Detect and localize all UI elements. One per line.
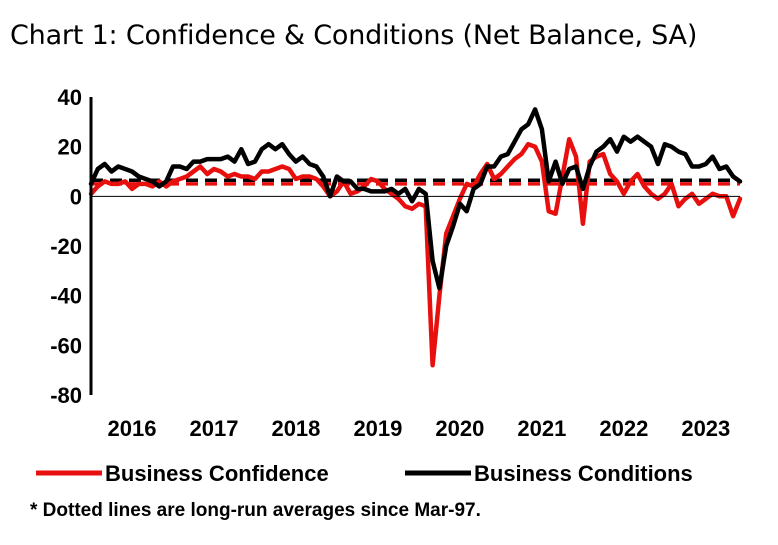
y-tick-label-minus-80: -80 — [50, 383, 82, 408]
x-tick-label-2017: 2017 — [189, 416, 238, 441]
axes — [89, 97, 740, 395]
y-tick-label-minus-60: -60 — [50, 333, 82, 358]
series-line-business-conditions — [88, 107, 743, 291]
x-tick-label-2023: 2023 — [681, 416, 730, 441]
chart-title: Chart 1: Confidence & Conditions (Net Ba… — [10, 20, 698, 51]
x-tick-label-2016: 2016 — [108, 416, 157, 441]
y-tick-label-0: 0 — [70, 184, 82, 209]
legend-label-business-conditions: Business Conditions — [474, 461, 693, 486]
legend-label-business-confidence: Business Confidence — [105, 461, 329, 486]
x-axis-tick-labels: 2016 2017 2018 2019 2020 2021 2022 2023 — [108, 416, 731, 441]
series-line-business-confidence — [88, 136, 743, 368]
legend: Business Confidence Business Conditions — [36, 461, 693, 486]
x-tick-label-2022: 2022 — [599, 416, 648, 441]
x-tick-label-2018: 2018 — [271, 416, 320, 441]
series-lines — [88, 107, 743, 368]
footnote: * Dotted lines are long-run averages sin… — [30, 500, 481, 521]
y-tick-label-minus-40: -40 — [50, 284, 82, 309]
y-tick-label-20: 20 — [58, 135, 82, 160]
x-tick-label-2019: 2019 — [353, 416, 402, 441]
y-tick-label-40: 40 — [58, 85, 82, 110]
x-tick-label-2021: 2021 — [517, 416, 566, 441]
x-tick-label-2020: 2020 — [435, 416, 484, 441]
y-axis-tick-labels: 40 20 0 -20 -40 -60 -80 — [50, 85, 82, 408]
y-tick-label-minus-20: -20 — [50, 234, 82, 259]
